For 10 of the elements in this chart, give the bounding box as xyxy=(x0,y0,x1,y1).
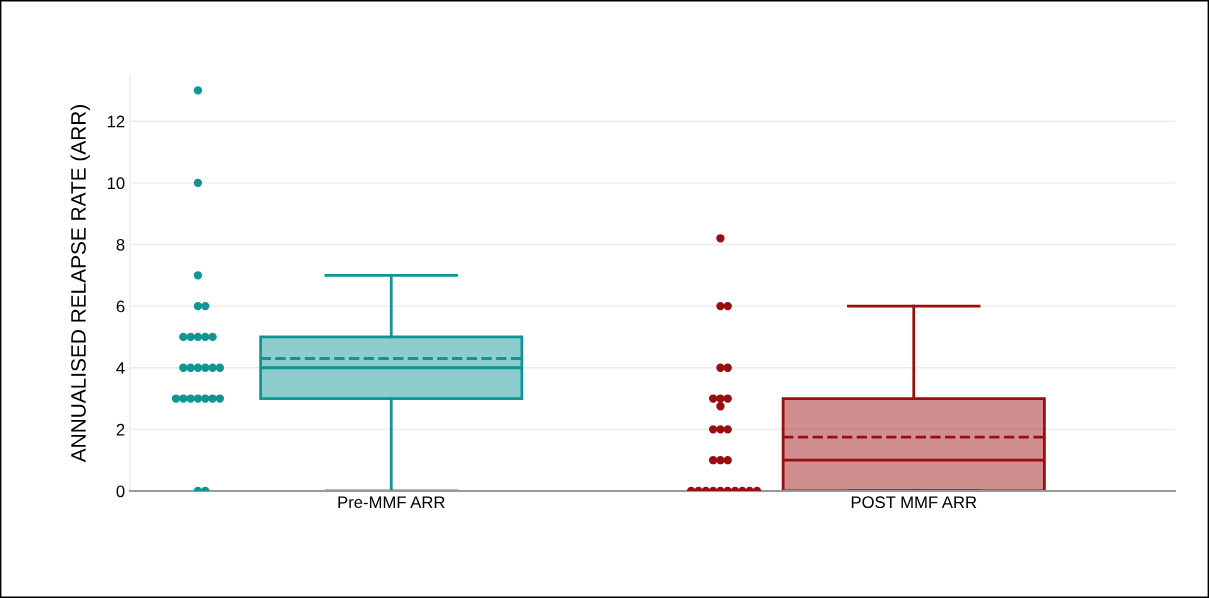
y-tick-label: 10 xyxy=(107,177,125,190)
x-tick-label: POST MMF ARR xyxy=(851,496,977,509)
x-tick-label: Pre-MMF ARR xyxy=(338,496,445,509)
y-axis-title: ANNUALISED RELAPSE RATE (ARR) xyxy=(70,105,90,463)
y-tick-label: 6 xyxy=(116,300,125,313)
y-tick-label: 2 xyxy=(116,423,125,436)
y-tick-label: 12 xyxy=(107,115,125,128)
y-tick-label: 0 xyxy=(116,485,125,498)
y-tick-label: 4 xyxy=(116,362,125,374)
y-tick-label: 8 xyxy=(116,238,125,251)
